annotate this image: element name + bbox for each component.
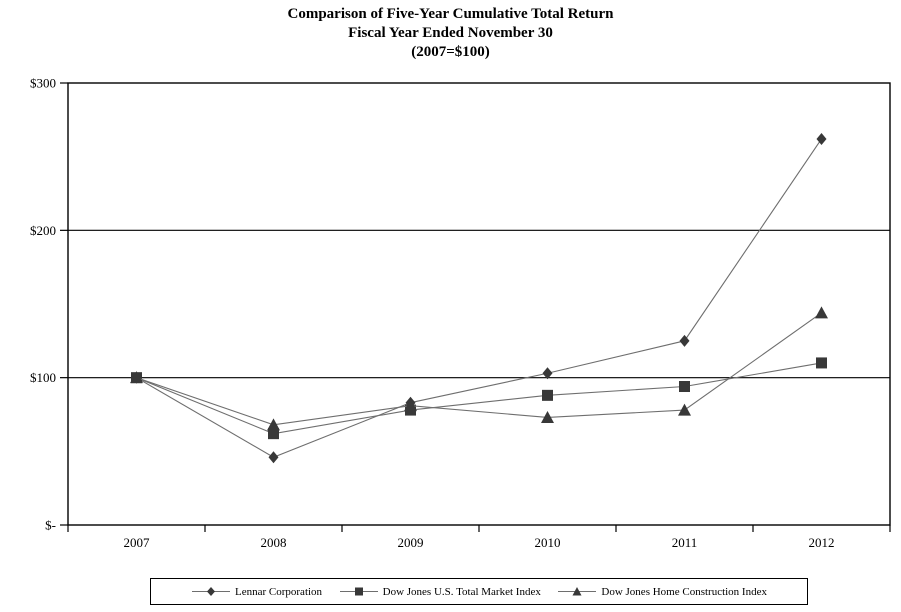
series-line-dow-jones-home-construction-index: [136, 312, 822, 426]
y-tick-label-200: $200: [30, 223, 56, 238]
series-line-dow-jones-u-s-total-market-index: [136, 362, 822, 435]
legend-label-lennar: Lennar Corporation: [235, 585, 323, 598]
marker-triangle-dow-jones-home-construction-index-2012: [815, 306, 828, 319]
legend: Lennar Corporation Dow Jones U.S. Total …: [150, 578, 808, 605]
chart-title: Comparison of Five-Year Cumulative Total…: [0, 5, 901, 62]
diamond-line-icon: [192, 587, 230, 596]
chart-title-line2: Fiscal Year Ended November 30: [348, 25, 553, 41]
marker-square-dow-jones-u-s-total-market-index-2010: [542, 389, 553, 401]
marker-square-dow-jones-u-s-total-market-index-2012: [816, 357, 827, 369]
marker-triangle-dow-jones-home-construction-index-2008: [267, 418, 280, 431]
chart-title-line1: Comparison of Five-Year Cumulative Total…: [287, 6, 614, 22]
marker-diamond-lennar-corporation-2012: [816, 132, 827, 145]
legend-item-dj-total-market: Dow Jones U.S. Total Market Index: [339, 585, 541, 598]
x-label-2009: 2009: [398, 535, 424, 550]
marker-diamond-lennar-corporation-2011: [679, 334, 690, 347]
square-line-icon: [339, 587, 378, 596]
chart-title-line3: (2007=$100): [411, 44, 490, 60]
legend-item-lennar: Lennar Corporation: [191, 585, 322, 598]
marker-diamond-lennar-corporation-2010: [542, 367, 553, 380]
series-line-lennar-corporation: [136, 138, 822, 458]
x-label-2010: 2010: [535, 535, 561, 550]
marker-triangle-dow-jones-home-construction-index-2009: [404, 399, 417, 412]
legend-item-dj-home-construction: Dow Jones Home Construction Index: [557, 585, 767, 598]
y-tick-label-300: $300: [30, 76, 56, 91]
x-label-2008: 2008: [261, 535, 287, 550]
marker-triangle-dow-jones-home-construction-index-2011: [678, 403, 691, 416]
marker-square-dow-jones-u-s-total-market-index-2011: [679, 381, 690, 393]
marker-triangle-dow-jones-home-construction-index-2010: [541, 410, 554, 423]
legend-label-dj-home-construction: Dow Jones Home Construction Index: [601, 585, 767, 598]
x-label-2012: 2012: [809, 535, 835, 550]
y-tick-label-0: $-: [45, 518, 56, 533]
marker-triangle-dow-jones-home-construction-index-2007: [130, 371, 143, 384]
plot-border: [67, 82, 891, 526]
x-label-2007: 2007: [124, 535, 151, 550]
marker-square-dow-jones-u-s-total-market-index-2008: [268, 428, 279, 440]
marker-diamond-lennar-corporation-2008: [268, 451, 279, 464]
x-label-2011: 2011: [672, 535, 698, 550]
triangle-line-icon: [558, 587, 597, 596]
legend-label-dj-total-market: Dow Jones U.S. Total Market Index: [382, 585, 541, 598]
y-tick-label-100: $100: [30, 370, 56, 385]
